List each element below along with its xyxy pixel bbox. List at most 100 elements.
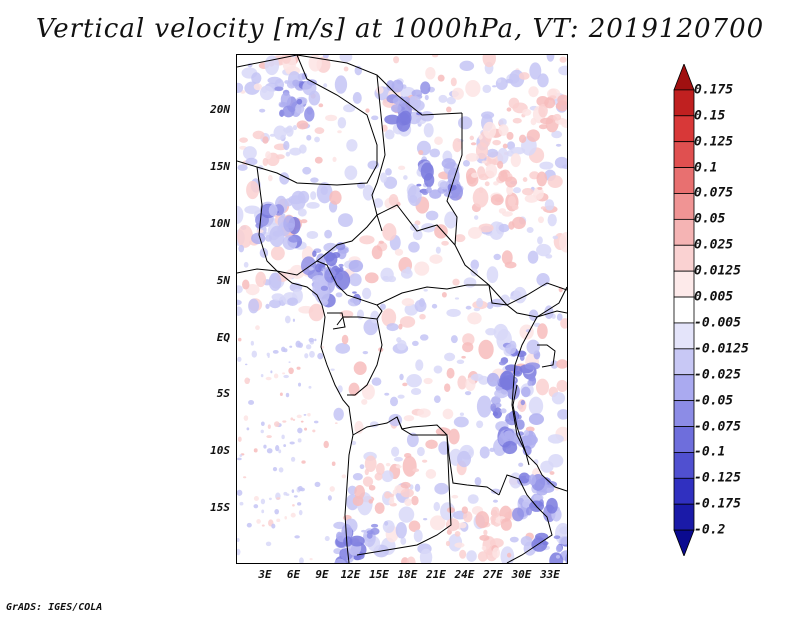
lon-label: 12E <box>340 568 361 581</box>
velocity-patch <box>352 92 362 104</box>
velocity-patch <box>388 413 403 427</box>
velocity-patch <box>331 461 336 467</box>
velocity-patch <box>244 205 260 214</box>
velocity-patch <box>282 105 295 118</box>
velocity-patch <box>334 422 338 424</box>
velocity-patch <box>412 468 420 473</box>
border-cameroon <box>316 260 383 326</box>
velocity-patch <box>526 339 540 355</box>
velocity-patch <box>268 497 272 501</box>
velocity-patch <box>467 494 479 504</box>
velocity-patch <box>359 235 375 245</box>
velocity-patch <box>400 488 414 498</box>
velocity-patch <box>501 250 513 265</box>
velocity-patch <box>446 367 455 379</box>
velocity-patch <box>237 82 244 93</box>
velocity-patch <box>423 288 428 292</box>
velocity-patch <box>552 235 559 240</box>
velocity-patch <box>547 213 557 227</box>
colorbar-segment <box>673 400 695 427</box>
velocity-patch <box>409 95 422 110</box>
colorbar-segment <box>673 115 695 143</box>
velocity-patch <box>315 263 322 273</box>
velocity-patch <box>456 359 465 364</box>
colorbar-segment <box>673 426 695 453</box>
velocity-patch <box>538 103 548 118</box>
velocity-patch <box>354 485 365 500</box>
velocity-patch <box>314 127 325 134</box>
vertical-velocity-map <box>237 55 567 563</box>
velocity-patch <box>292 124 298 131</box>
velocity-patch <box>301 460 306 464</box>
velocity-patch <box>423 517 428 521</box>
velocity-patch <box>557 94 567 106</box>
velocity-patch <box>265 376 272 381</box>
velocity-patch <box>437 74 445 82</box>
velocity-patch <box>477 551 488 562</box>
lon-label: 33E <box>540 568 560 581</box>
velocity-patch <box>334 75 348 94</box>
velocity-patch <box>297 427 303 434</box>
velocity-patch <box>260 373 264 378</box>
velocity-patch <box>297 190 310 204</box>
velocity-patch <box>259 108 266 113</box>
velocity-patch <box>381 470 394 483</box>
velocity-patch <box>419 548 433 563</box>
velocity-patch <box>545 254 553 259</box>
velocity-patch <box>317 352 324 360</box>
velocity-patch <box>465 305 472 310</box>
velocity-patch <box>418 150 424 156</box>
lon-label: 24E <box>454 568 475 581</box>
velocity-patch <box>462 511 473 523</box>
velocity-patch <box>338 263 344 268</box>
velocity-patch <box>263 444 267 449</box>
velocity-patch <box>476 297 484 308</box>
velocity-patch <box>301 72 308 80</box>
velocity-patch <box>348 259 364 273</box>
velocity-patch <box>289 345 293 348</box>
colorbar-label: -0.1 <box>694 444 726 460</box>
velocity-patch <box>489 538 504 548</box>
velocity-patch <box>335 342 351 354</box>
velocity-patch <box>237 205 244 224</box>
velocity-patch <box>459 60 475 72</box>
velocity-patch <box>462 342 474 353</box>
velocity-patch <box>537 323 548 340</box>
velocity-patch <box>266 435 272 439</box>
colorbar-segment <box>673 296 695 324</box>
velocity-patch <box>501 211 513 217</box>
velocity-patch <box>378 240 384 244</box>
velocity-patch <box>434 136 443 145</box>
velocity-patch <box>506 141 516 150</box>
velocity-patch <box>502 440 518 455</box>
velocity-patch <box>379 303 386 310</box>
colorbar-segment <box>673 348 695 376</box>
velocity-patch <box>339 55 353 63</box>
velocity-patch <box>310 191 317 200</box>
velocity-patch <box>400 537 407 545</box>
velocity-patch <box>283 127 292 133</box>
velocity-patch <box>528 86 539 98</box>
velocity-patch <box>396 112 411 132</box>
velocity-patch <box>361 399 368 405</box>
velocity-patch <box>463 277 477 288</box>
velocity-patch <box>265 541 272 547</box>
velocity-patch <box>510 146 526 155</box>
velocity-patch <box>528 474 537 486</box>
velocity-patch <box>513 187 522 194</box>
velocity-patch <box>364 455 377 473</box>
velocity-patch <box>513 286 527 304</box>
lat-label: 15S <box>210 501 230 514</box>
velocity-patch <box>264 55 280 76</box>
velocity-patch <box>429 515 446 531</box>
velocity-patch <box>526 506 532 516</box>
velocity-patch <box>474 476 482 486</box>
velocity-patch <box>261 524 265 527</box>
velocity-patch <box>271 293 285 301</box>
velocity-patch <box>443 192 452 197</box>
velocity-patch <box>394 248 404 256</box>
velocity-patch <box>511 204 519 211</box>
velocity-patch <box>554 156 567 169</box>
velocity-patch <box>246 522 252 528</box>
velocity-patch <box>462 160 470 167</box>
